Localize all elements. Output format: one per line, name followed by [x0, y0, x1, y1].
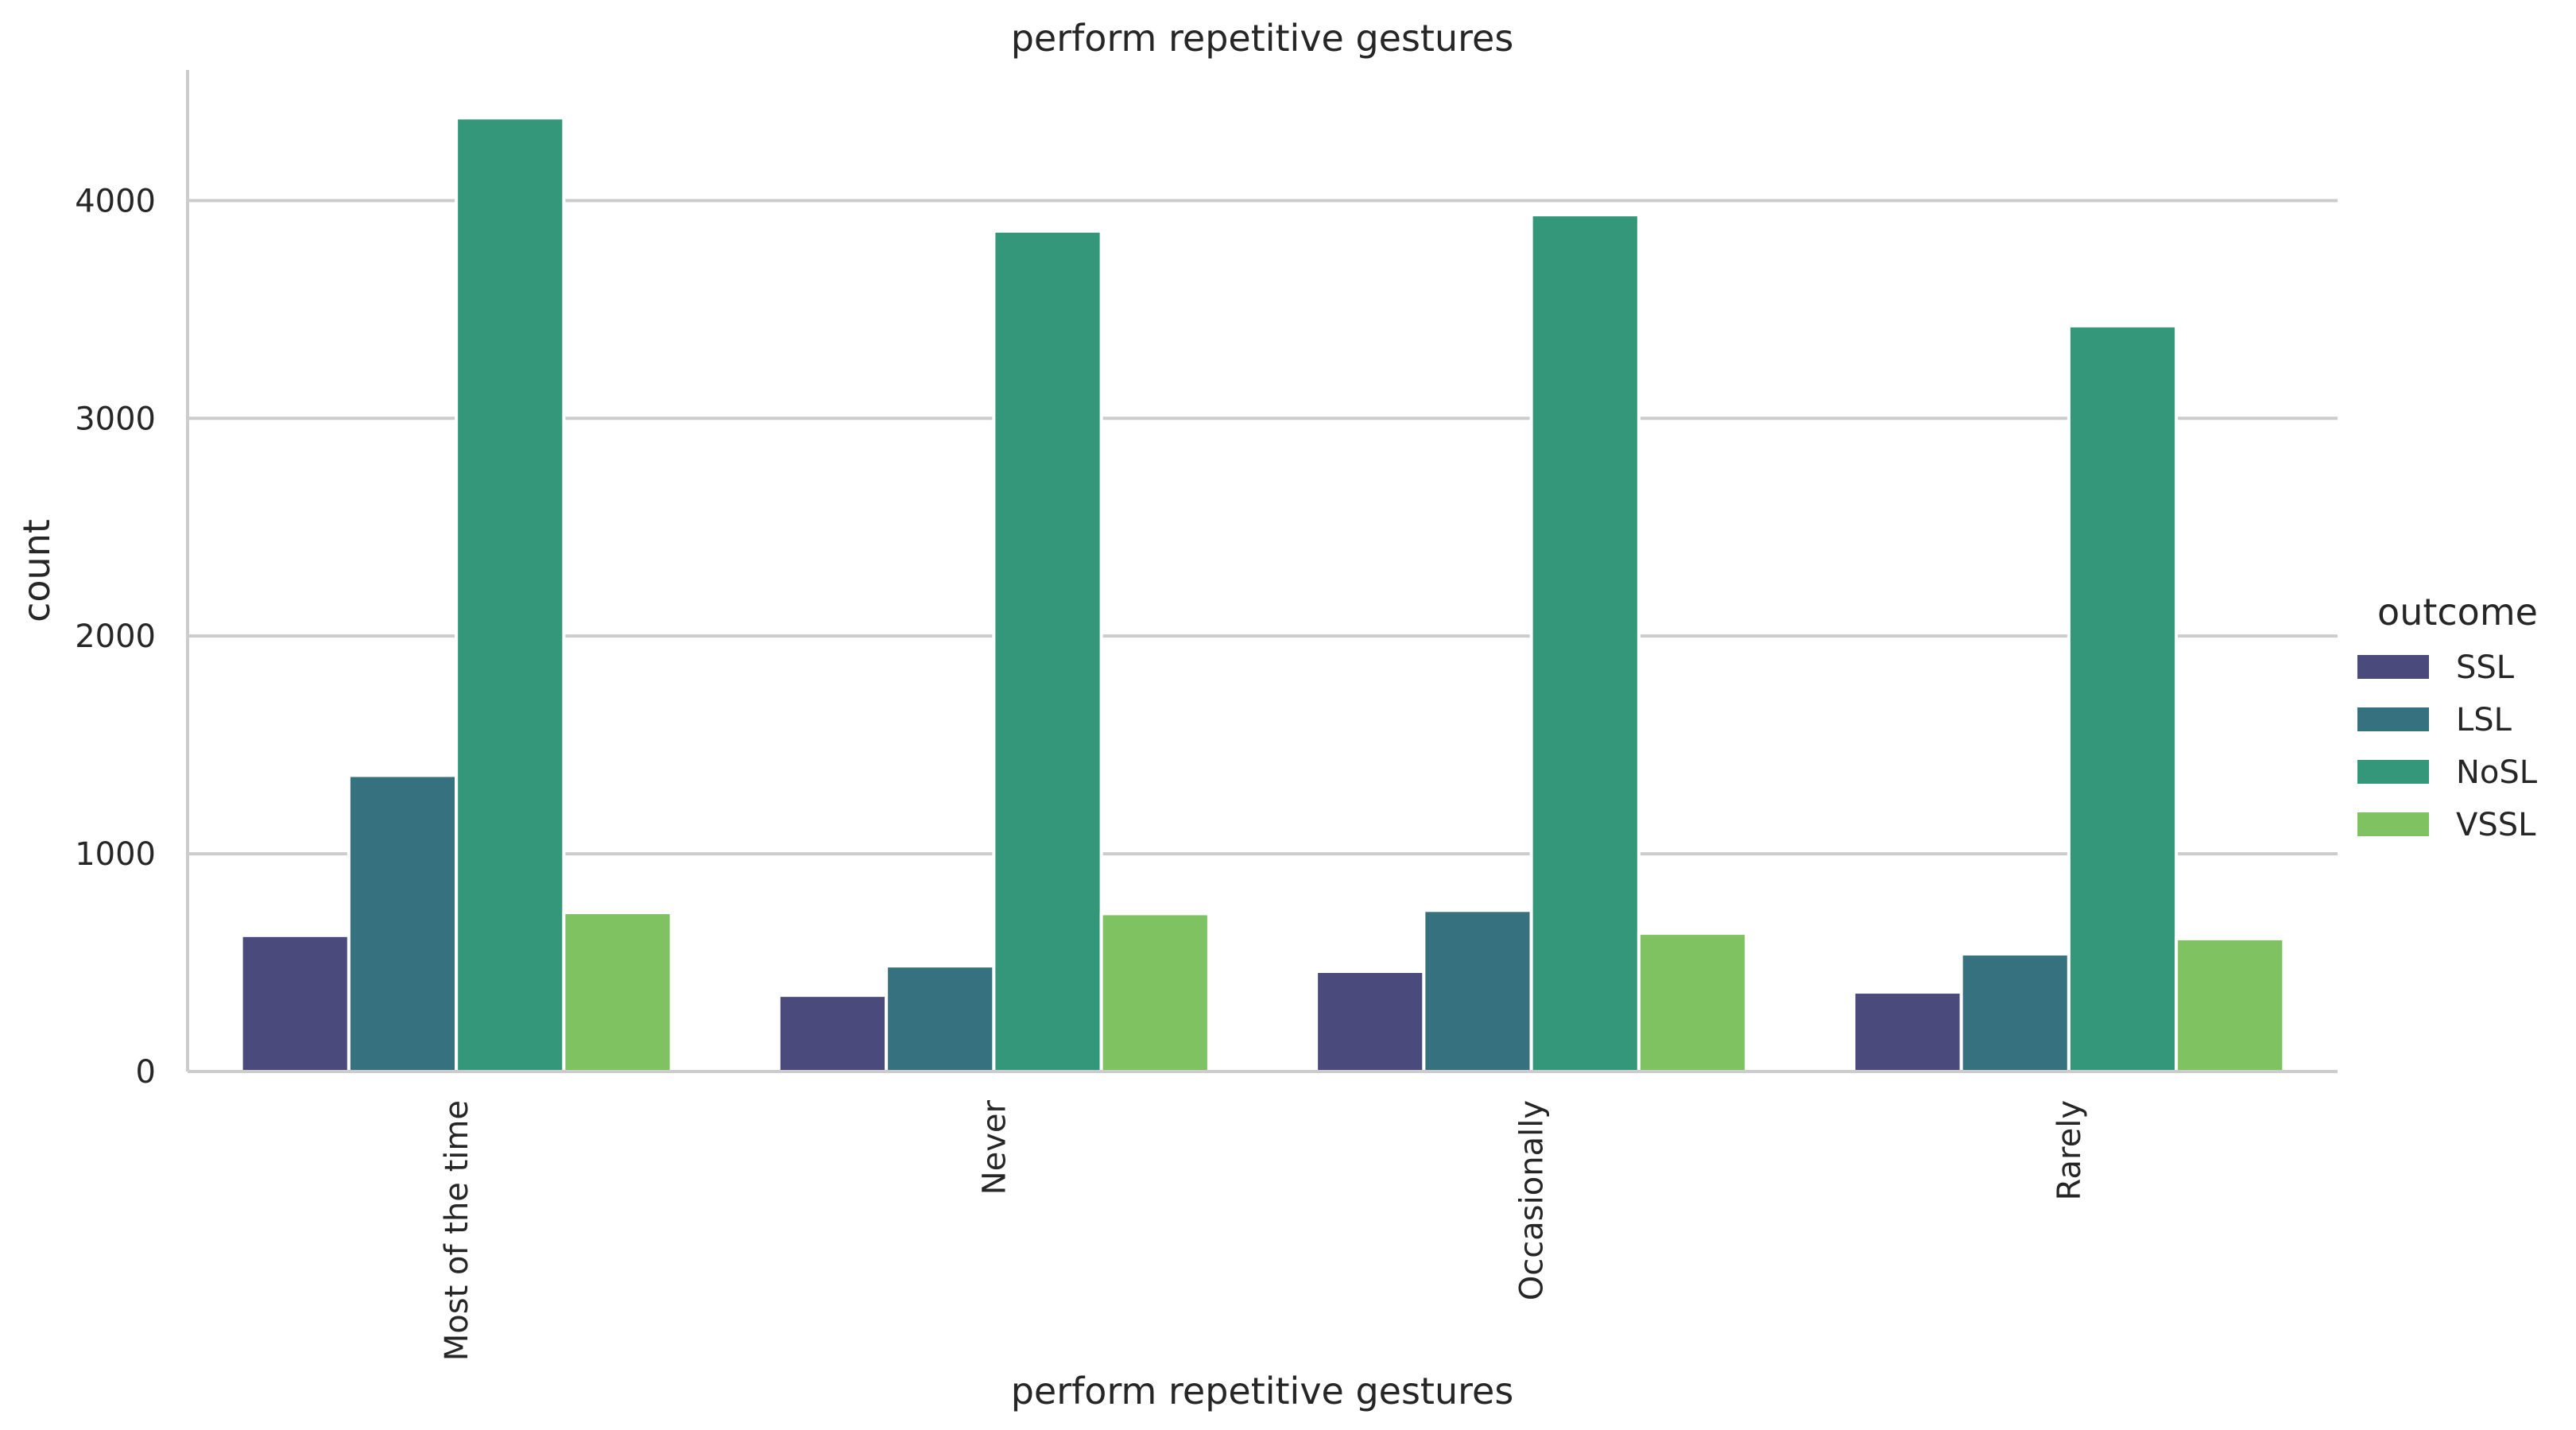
y-tick-label: 4000 — [75, 183, 156, 219]
legend-label: LSL — [2456, 702, 2512, 738]
y-tick-label: 3000 — [75, 401, 156, 437]
legend-swatch-lsl — [2357, 707, 2429, 731]
bar-lsl-0 — [347, 773, 459, 1073]
bar-ssl-1 — [777, 994, 889, 1074]
bar-nosl-2 — [1529, 213, 1641, 1073]
y-axis-label: count — [15, 519, 58, 622]
x-tick-label: Never — [976, 1099, 1013, 1195]
bar-nosl-1 — [992, 229, 1103, 1073]
legend: outcome SSL LSL NoSL VSSL — [2357, 591, 2538, 843]
x-tick-label: Most of the time — [439, 1100, 475, 1361]
x-tick-labels: Most of the time Never Occasionally Rarely — [439, 1099, 2088, 1361]
bar-nosl-3 — [2067, 324, 2179, 1073]
legend-swatch-nosl — [2357, 760, 2429, 784]
bar-vssl-1 — [1099, 912, 1211, 1074]
chart-title: perform repetitive gestures — [1011, 17, 1514, 60]
y-tick-label: 2000 — [75, 618, 156, 655]
x-tick-label: Rarely — [2051, 1100, 2088, 1200]
y-tick-labels: 0 1000 2000 3000 4000 — [75, 183, 156, 1091]
bar-vssl-3 — [2175, 936, 2286, 1074]
bar-ssl-3 — [1852, 990, 1963, 1073]
legend-label: NoSL — [2456, 754, 2538, 791]
x-axis-label: perform repetitive gestures — [1011, 1370, 1514, 1413]
bar-vssl-0 — [562, 911, 673, 1073]
legend-label: VSSL — [2456, 807, 2536, 843]
y-tick-label: 0 — [136, 1054, 156, 1091]
bar-lsl-2 — [1422, 909, 1533, 1073]
legend-label: SSL — [2456, 649, 2515, 686]
bar-vssl-2 — [1637, 932, 1749, 1073]
bar-lsl-1 — [885, 964, 996, 1074]
legend-swatch-vssl — [2357, 812, 2429, 836]
x-tick-label: Occasionally — [1514, 1100, 1551, 1300]
bar-ssl-0 — [239, 933, 351, 1073]
bars — [239, 116, 2286, 1074]
legend-swatch-ssl — [2357, 655, 2429, 679]
bar-nosl-0 — [455, 116, 566, 1073]
bar-ssl-2 — [1315, 970, 1426, 1073]
y-tick-label: 1000 — [75, 836, 156, 873]
legend-title: outcome — [2377, 591, 2538, 634]
bar-lsl-3 — [1959, 952, 2070, 1073]
legend-items: SSL LSL NoSL VSSL — [2357, 649, 2538, 843]
